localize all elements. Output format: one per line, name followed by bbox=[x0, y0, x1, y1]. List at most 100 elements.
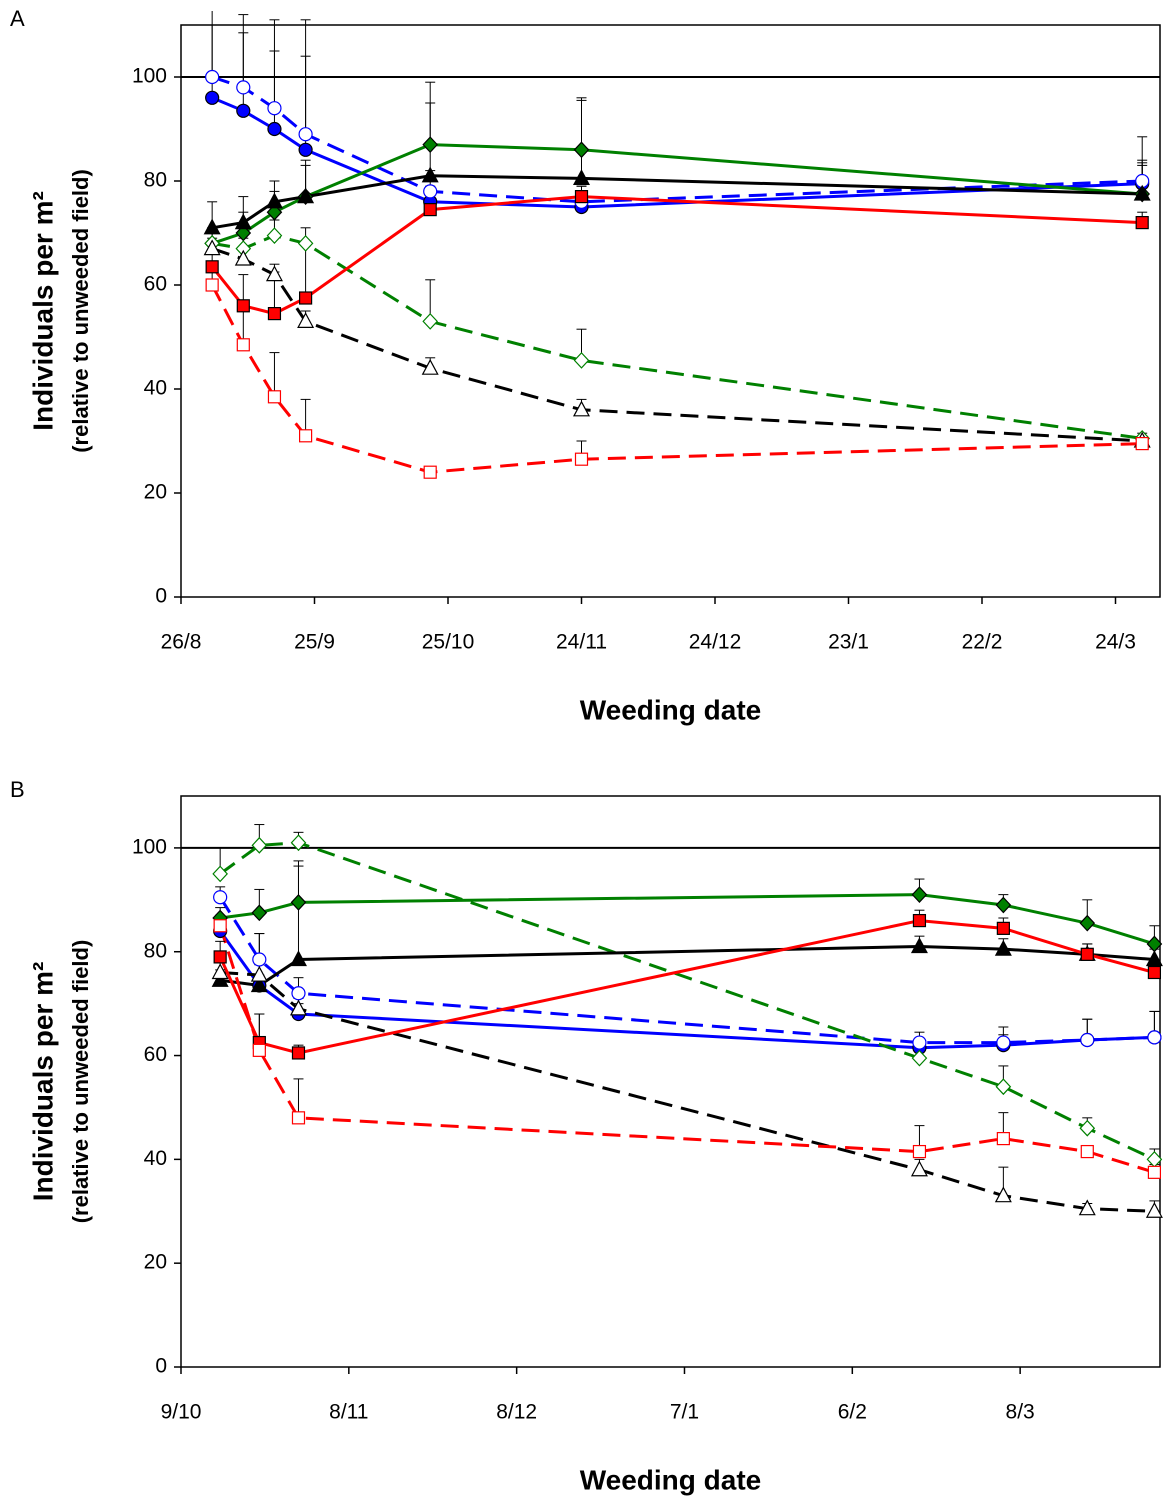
x-tick-label: 7/1 bbox=[670, 1401, 699, 1424]
x-tick-label: 25/9 bbox=[294, 631, 335, 654]
y-axis-title: Individuals per m² bbox=[27, 962, 58, 1202]
marker bbox=[297, 235, 314, 252]
marker bbox=[421, 166, 439, 183]
marker bbox=[205, 278, 219, 292]
series-line bbox=[211, 247, 1143, 443]
marker bbox=[910, 937, 928, 954]
marker bbox=[251, 904, 268, 922]
panel-label: A bbox=[10, 6, 25, 31]
marker bbox=[298, 142, 313, 157]
marker bbox=[910, 1160, 928, 1177]
plot-frame bbox=[180, 795, 1161, 1368]
marker bbox=[996, 921, 1010, 935]
error-bar bbox=[211, 11, 213, 77]
x-tick-label: 24/11 bbox=[556, 631, 607, 654]
marker bbox=[265, 265, 283, 282]
marker bbox=[422, 313, 439, 330]
error-bar bbox=[576, 99, 587, 179]
x-tick-label: 9/10 bbox=[161, 1401, 202, 1424]
y-tick-label: 80 bbox=[144, 939, 167, 962]
x-tick-label: 25/10 bbox=[422, 631, 475, 654]
marker bbox=[912, 1144, 927, 1159]
marker bbox=[1135, 216, 1149, 230]
marker bbox=[265, 192, 283, 209]
y-tick-label: 0 bbox=[155, 1355, 167, 1378]
error-bar bbox=[300, 19, 311, 135]
marker bbox=[213, 919, 227, 933]
marker bbox=[1133, 184, 1151, 201]
error-bar bbox=[269, 19, 280, 109]
marker bbox=[290, 894, 307, 911]
marker bbox=[574, 190, 589, 204]
marker bbox=[1078, 1199, 1096, 1216]
marker bbox=[250, 976, 268, 993]
marker bbox=[1147, 1030, 1162, 1045]
marker bbox=[1145, 950, 1163, 967]
marker bbox=[236, 338, 250, 352]
y-tick-label: 60 bbox=[144, 1043, 167, 1066]
marker bbox=[423, 465, 437, 479]
marker bbox=[267, 307, 282, 321]
marker bbox=[291, 986, 306, 1001]
panel-label: B bbox=[10, 777, 25, 802]
x-tick-label: 8/12 bbox=[496, 1401, 537, 1424]
marker bbox=[1080, 1032, 1095, 1048]
x-tick-label: 24/3 bbox=[1095, 631, 1136, 654]
chart-panel: B Individuals per m² (relative to unweeded… bbox=[10, 777, 1163, 1495]
series-line bbox=[219, 893, 1155, 946]
marker bbox=[1079, 914, 1096, 932]
marker bbox=[250, 965, 268, 982]
y-axis-subtitle: (relative to unweeded field) bbox=[68, 940, 93, 1224]
x-axis-title: Weeding date bbox=[580, 694, 762, 725]
chart-panel: A Individuals per m² (relative to unweeded… bbox=[10, 6, 1161, 725]
marker bbox=[203, 218, 221, 235]
marker bbox=[572, 169, 591, 185]
marker bbox=[267, 101, 282, 116]
marker bbox=[573, 141, 590, 159]
x-tick-label: 22/2 bbox=[962, 631, 1003, 654]
x-tick-label: 24/12 bbox=[689, 631, 742, 654]
marker bbox=[299, 291, 313, 305]
plot-frame bbox=[180, 24, 1161, 598]
marker bbox=[995, 896, 1012, 914]
marker bbox=[1147, 965, 1162, 980]
y-tick-label: 0 bbox=[155, 585, 167, 608]
marker bbox=[912, 1035, 927, 1050]
marker bbox=[251, 836, 268, 854]
marker bbox=[236, 299, 250, 313]
marker bbox=[298, 127, 313, 142]
x-tick-label: 8/11 bbox=[329, 1401, 368, 1424]
marker bbox=[297, 187, 315, 204]
marker bbox=[1147, 1165, 1162, 1179]
x-axis-title: Weeding date bbox=[580, 1464, 762, 1495]
series-line bbox=[218, 919, 1155, 1055]
marker bbox=[205, 90, 220, 105]
marker bbox=[252, 952, 267, 967]
marker bbox=[213, 890, 228, 905]
x-tick-label: 6/2 bbox=[838, 1401, 867, 1424]
marker bbox=[236, 80, 251, 95]
series-area bbox=[207, 11, 1148, 474]
marker bbox=[573, 352, 590, 369]
error-bar bbox=[300, 245, 311, 298]
marker bbox=[1145, 1202, 1163, 1218]
marker bbox=[423, 203, 437, 217]
error-bar bbox=[238, 14, 249, 88]
marker bbox=[994, 939, 1012, 956]
series-line bbox=[211, 143, 1143, 245]
x-tick-label: 23/1 bbox=[828, 631, 869, 654]
marker bbox=[994, 1186, 1012, 1203]
y-tick-label: 20 bbox=[144, 1251, 167, 1274]
x-tick-label: 8/3 bbox=[1006, 1401, 1035, 1424]
series-line bbox=[210, 195, 1143, 316]
marker bbox=[252, 1043, 266, 1057]
marker bbox=[266, 203, 283, 221]
marker bbox=[212, 865, 228, 883]
marker bbox=[422, 136, 439, 153]
marker bbox=[234, 249, 252, 266]
marker bbox=[574, 452, 589, 466]
marker bbox=[996, 1035, 1011, 1050]
marker bbox=[1080, 947, 1094, 961]
marker bbox=[996, 1131, 1010, 1146]
series-line bbox=[219, 945, 1155, 988]
